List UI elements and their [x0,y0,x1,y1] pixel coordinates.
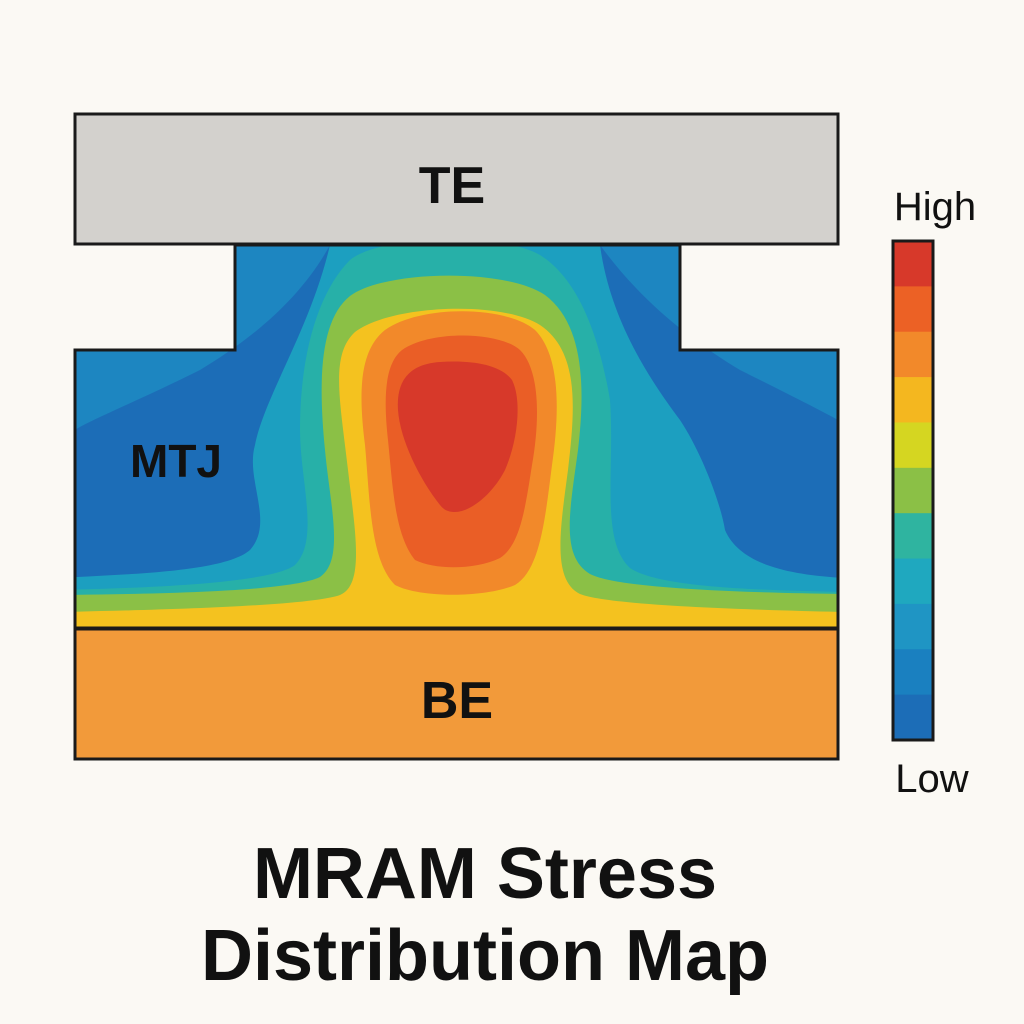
mtj-label: MTJ [130,435,222,487]
title-line-1: MRAM Stress [252,834,718,914]
colorbar-segment [893,422,933,469]
stress-band-low-3 [600,245,838,420]
colorbar [893,241,933,741]
top-electrode [73,112,840,246]
colorbar-segment [893,513,933,560]
colorbar-segment [893,694,933,741]
colorbar-segment [893,331,933,378]
colorbar-segment [893,241,933,287]
bottom-electrode [73,627,840,761]
stress-band-low-2 [75,245,330,430]
top-electrode-label: TE [419,157,485,215]
colorbar-segment [893,467,933,514]
colorbar-segment [893,558,933,605]
colorbar-segment [893,286,933,333]
bottom-electrode-label: BE [421,672,493,730]
colorbar-low-label: Low [895,757,968,801]
colorbar-segment [893,603,933,650]
colorbar-high-label: High [894,185,976,229]
colorbar-outline [891,239,935,742]
colorbar-segment [893,377,933,423]
colorbar-segment [893,649,933,696]
title-line-2: Distribution Map [201,916,769,996]
stress-band-high [397,361,518,512]
